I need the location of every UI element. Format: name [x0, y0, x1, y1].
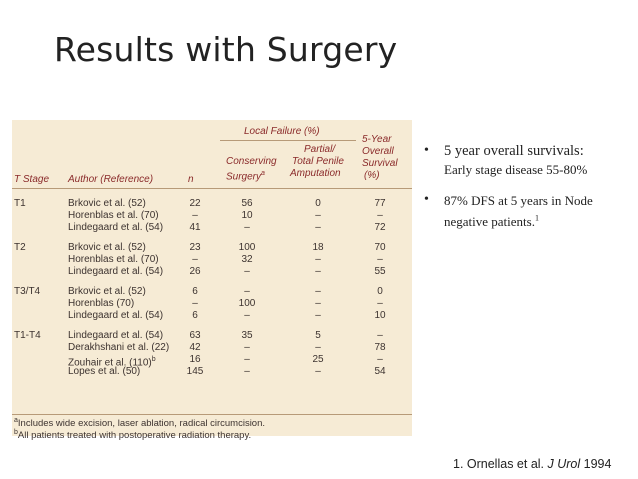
survival-header-1: 5-Year: [362, 134, 392, 145]
bullet-dfs-text: 87% DFS at 5 years in Node negative pati…: [444, 193, 593, 230]
cell-n: 41: [189, 222, 201, 233]
cell-author: Zouhair et al. (110)b: [68, 356, 156, 369]
bullet-list: • 5 year overall survivals: Early stage …: [424, 143, 634, 245]
partial-header-2: Total Penile: [292, 156, 344, 167]
cell-author: Horenblas (70): [68, 298, 135, 309]
cell-n: –: [192, 254, 198, 265]
cell-survival: 77: [374, 198, 386, 209]
cell-conserving: 100: [238, 298, 256, 309]
cell-stage: T2: [14, 242, 26, 253]
cell-partial: 5: [315, 330, 321, 341]
partial-header-1: Partial/: [304, 144, 336, 155]
bullet-survivals-text: 5 year overall survivals:: [444, 143, 584, 159]
cell-survival: –: [377, 354, 383, 365]
footnote-a: aIncludes wide excision, laser ablation,…: [14, 417, 266, 430]
cell-survival: –: [377, 254, 383, 265]
cell-survival: 70: [374, 242, 386, 253]
cell-n: 22: [189, 198, 201, 209]
conserving-header-2: Surgerya: [226, 170, 265, 183]
cell-n: 63: [189, 330, 201, 341]
header-rule: [12, 188, 412, 189]
cell-conserving: 56: [241, 198, 253, 209]
citation: 1. Ornellas et al. J Urol 1994: [453, 457, 612, 471]
cell-author: Horenblas et al. (70): [68, 210, 159, 221]
cell-partial: –: [315, 222, 321, 233]
cell-conserving: –: [244, 342, 250, 353]
table-bottom-rule: [12, 414, 412, 415]
cell-conserving: 32: [241, 254, 253, 265]
cell-n: –: [192, 210, 198, 221]
cell-n: 42: [189, 342, 201, 353]
cell-survival: 78: [374, 342, 386, 353]
cell-survival: 54: [374, 366, 386, 377]
cell-author: Derakhshani et al. (22): [68, 342, 170, 353]
results-table: Local Failure (%) Partial/ Total Penile …: [12, 120, 412, 441]
cell-survival: 0: [377, 286, 383, 297]
local-failure-header: Local Failure (%): [244, 126, 320, 137]
cell-conserving: –: [244, 222, 250, 233]
cell-n: 6: [192, 286, 198, 297]
cell-partial: 0: [315, 198, 321, 209]
cell-conserving: –: [244, 310, 250, 321]
cell-n: 6: [192, 310, 198, 321]
cell-author: Horenblas et al. (70): [68, 254, 159, 265]
cell-n: 145: [186, 366, 204, 377]
cell-conserving: 10: [241, 210, 253, 221]
cell-partial: –: [315, 342, 321, 353]
cell-author: Lindegaard et al. (54): [68, 330, 164, 341]
cell-author: Brkovic et al. (52): [68, 242, 146, 253]
cell-n: 26: [189, 266, 201, 277]
survival-header-4: (%): [364, 170, 380, 181]
survival-header-3: Survival: [362, 158, 398, 169]
cell-conserving: 35: [241, 330, 253, 341]
bullet-survivals: • 5 year overall survivals: Early stage …: [424, 143, 634, 178]
conserving-header-1: Conserving: [226, 156, 277, 167]
cell-survival: 55: [374, 266, 386, 277]
cell-stage: T1: [14, 198, 26, 209]
cell-conserving: –: [244, 266, 250, 277]
cell-survival: –: [377, 330, 383, 341]
cell-n: 23: [189, 242, 201, 253]
cell-stage: T1-T4: [14, 330, 41, 341]
bullet-dfs: • 87% DFS at 5 years in Node negative pa…: [424, 192, 634, 231]
cell-partial: –: [315, 286, 321, 297]
survival-header-2: Overall: [362, 146, 394, 157]
cell-author: Brkovic et al. (52): [68, 286, 146, 297]
bullet-survivals-subtext: Early stage disease 55-80%: [444, 162, 588, 177]
cell-survival: –: [377, 210, 383, 221]
cell-conserving: –: [244, 286, 250, 297]
cell-conserving: –: [244, 354, 250, 365]
footnote-b: bAll patients treated with postoperative…: [14, 429, 252, 442]
cell-survival: –: [377, 298, 383, 309]
bullet-marker: •: [424, 143, 429, 158]
cell-author: Lindegaard et al. (54): [68, 222, 164, 233]
cell-author: Lopes et al. (50): [68, 366, 141, 377]
author-header: Author (Reference): [68, 174, 154, 185]
cell-author: Lindegaard et al. (54): [68, 310, 164, 321]
cell-partial: –: [315, 266, 321, 277]
cell-partial: –: [315, 366, 321, 377]
cell-conserving: 100: [238, 242, 256, 253]
cell-n: –: [192, 298, 198, 309]
cell-partial: –: [315, 254, 321, 265]
t-stage-header: T Stage: [14, 174, 50, 185]
slide-title: Results with Surgery: [54, 30, 398, 69]
cell-author: Lindegaard et al. (54): [68, 266, 164, 277]
cell-partial: –: [315, 298, 321, 309]
bullet-marker: •: [424, 192, 429, 207]
cell-partial: 18: [312, 242, 324, 253]
cell-author: Brkovic et al. (52): [68, 198, 146, 209]
cell-conserving: –: [244, 366, 250, 377]
cell-n: 16: [189, 354, 201, 365]
partial-header-3: Amputation: [290, 168, 341, 179]
cell-partial: 25: [312, 354, 324, 365]
cell-partial: –: [315, 210, 321, 221]
cell-survival: 10: [374, 310, 386, 321]
group-header-rule: [220, 140, 356, 141]
cell-stage: T3/T4: [14, 286, 41, 297]
cell-partial: –: [315, 310, 321, 321]
cell-survival: 72: [374, 222, 386, 233]
n-header: n: [188, 174, 194, 185]
